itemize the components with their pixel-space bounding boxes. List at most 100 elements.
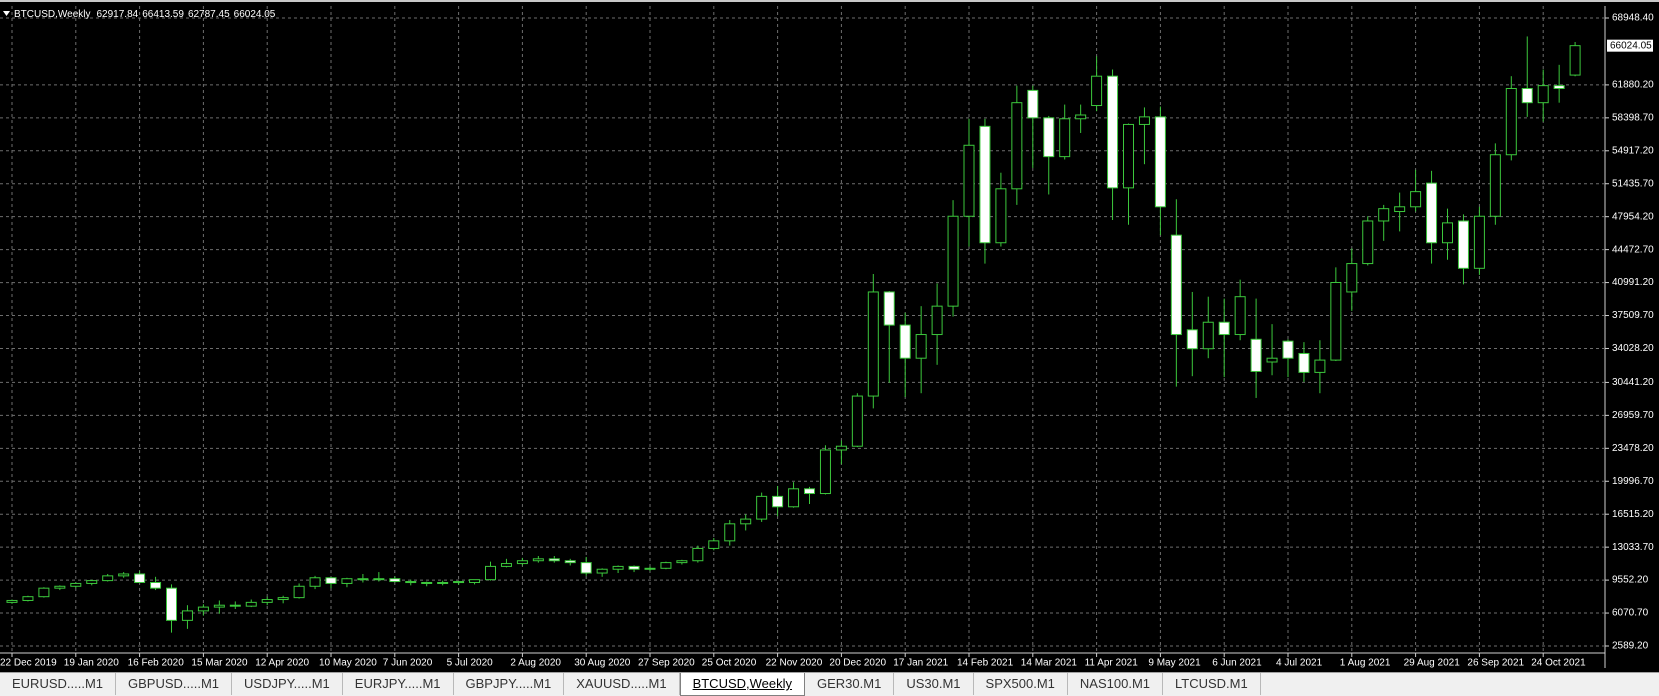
candle-body	[405, 581, 417, 584]
candle-body	[1107, 75, 1119, 189]
candle-body	[1505, 87, 1517, 156]
candle-body	[644, 567, 656, 570]
candle-body	[1202, 321, 1214, 350]
candle-body	[1154, 116, 1166, 208]
candle-body	[197, 606, 209, 612]
candle-body	[166, 587, 177, 621]
candle-body	[596, 568, 608, 574]
candle-body	[500, 563, 512, 567]
candle-body	[1362, 220, 1374, 265]
chart-tab[interactable]: SPX500.M1	[974, 673, 1068, 695]
x-tick-label: 19 Jan 2020	[64, 658, 119, 669]
chart-background	[0, 0, 1659, 672]
y-tick-label: 61880.20	[1612, 80, 1654, 91]
candle-body	[38, 587, 50, 598]
chart-tab[interactable]: NAS100.M1	[1068, 673, 1163, 695]
y-tick-label: 58398.70	[1612, 112, 1654, 123]
x-tick-label: 4 Jul 2021	[1276, 658, 1323, 669]
x-tick-label: 11 Apr 2021	[1085, 658, 1139, 669]
candle-body	[883, 291, 895, 326]
y-tick-label: 30441.20	[1612, 377, 1654, 388]
x-tick-label: 24 Oct 2021	[1531, 658, 1586, 669]
candle-body	[1410, 191, 1422, 208]
chart-tab[interactable]: US30.M1	[894, 673, 974, 695]
candle-body	[1266, 357, 1278, 363]
candle-body	[772, 495, 784, 508]
candle-body	[102, 575, 114, 582]
candle-body	[899, 324, 911, 359]
candle-body	[1314, 359, 1326, 373]
x-tick-label: 20 Dec 2020	[829, 658, 886, 669]
y-tick-label: 6070.70	[1612, 608, 1649, 619]
candle-body	[1186, 329, 1198, 350]
candle-body	[325, 577, 337, 584]
candle-body	[660, 562, 672, 569]
chart-tab[interactable]: GER30.M1	[805, 673, 895, 695]
candle-body	[469, 579, 481, 583]
candle-body	[373, 578, 385, 581]
x-tick-label: 10 May 2020	[319, 658, 377, 669]
y-tick-label: 47954.20	[1612, 211, 1654, 222]
x-tick-label: 30 Aug 2020	[574, 658, 631, 669]
candle-body	[1234, 296, 1246, 336]
chart-header: BTCUSD,Weekly 62917.84 66413.59 62787.45 660…	[14, 9, 276, 20]
candle-body	[1426, 182, 1438, 244]
x-tick-label: 22 Dec 2019	[0, 658, 57, 669]
x-tick-label: 29 Aug 2021	[1404, 658, 1461, 669]
candle-body	[1473, 215, 1485, 269]
x-tick-label: 2 Aug 2020	[510, 658, 561, 669]
candle-body	[213, 604, 225, 608]
x-tick-label: 14 Feb 2021	[957, 658, 1014, 669]
y-tick-label: 44472.70	[1612, 244, 1654, 255]
y-tick-label: 16515.20	[1612, 509, 1654, 520]
candle-body	[1011, 102, 1023, 190]
candle-body	[245, 601, 257, 607]
chart-tab[interactable]: EURUSD.....M1	[0, 673, 117, 695]
candle-body	[309, 577, 321, 587]
candle-body	[1123, 123, 1134, 189]
candle-body	[485, 565, 496, 581]
candle-body	[548, 558, 560, 562]
x-tick-label: 6 Jun 2021	[1212, 658, 1262, 669]
y-tick-label: 13033.70	[1612, 542, 1654, 553]
chart-tab[interactable]: GBPUSD.....M1	[116, 673, 233, 695]
candle-body	[819, 449, 831, 495]
candle-body	[1027, 89, 1039, 119]
chart-tab[interactable]: GBPJPY.....M1	[454, 673, 565, 695]
chart-tab[interactable]: EURJPY.....M1	[343, 673, 454, 695]
candle-body	[1170, 234, 1182, 336]
open-value: 62917.84	[97, 9, 139, 20]
candle-body	[1075, 114, 1087, 120]
candle-body	[1298, 352, 1310, 373]
candle-body	[1043, 117, 1055, 158]
candle-body	[532, 558, 544, 562]
candle-body	[1250, 338, 1262, 372]
y-tick-label: 23478.20	[1612, 443, 1654, 454]
candle-body	[1218, 321, 1230, 336]
candle-body	[134, 573, 146, 583]
y-tick-label: 19996.70	[1612, 476, 1654, 487]
candle-body	[1138, 116, 1150, 125]
x-tick-label: 1 Aug 2021	[1340, 658, 1391, 669]
candle-body	[181, 610, 193, 621]
candle-body	[1330, 281, 1342, 361]
x-tick-label: 14 Mar 2021	[1021, 658, 1078, 669]
x-tick-label: 7 Jun 2020	[383, 658, 433, 669]
candle-body	[1489, 154, 1501, 217]
candle-body	[979, 125, 991, 244]
price-box	[1607, 39, 1653, 52]
candle-body	[341, 578, 353, 584]
chart-tab[interactable]: LTCUSD.M1	[1163, 673, 1261, 695]
y-tick-label: 40991.20	[1612, 277, 1654, 288]
chart-tab[interactable]: XAUUSD.....M1	[564, 673, 680, 695]
chart-tab[interactable]: BTCUSD,Weekly	[679, 673, 806, 696]
chart: BTCUSD,Weekly 62917.84 66413.59 62787.45 660…	[0, 0, 1659, 672]
y-tick-label: 68948.40	[1612, 13, 1654, 24]
candle-body	[851, 395, 863, 447]
collapse-arrow	[3, 11, 10, 16]
candle-body	[1059, 118, 1071, 158]
candle-body	[628, 565, 640, 570]
y-tick-label: 54917.20	[1612, 145, 1654, 156]
chart-tab[interactable]: USDJPY.....M1	[232, 673, 343, 695]
